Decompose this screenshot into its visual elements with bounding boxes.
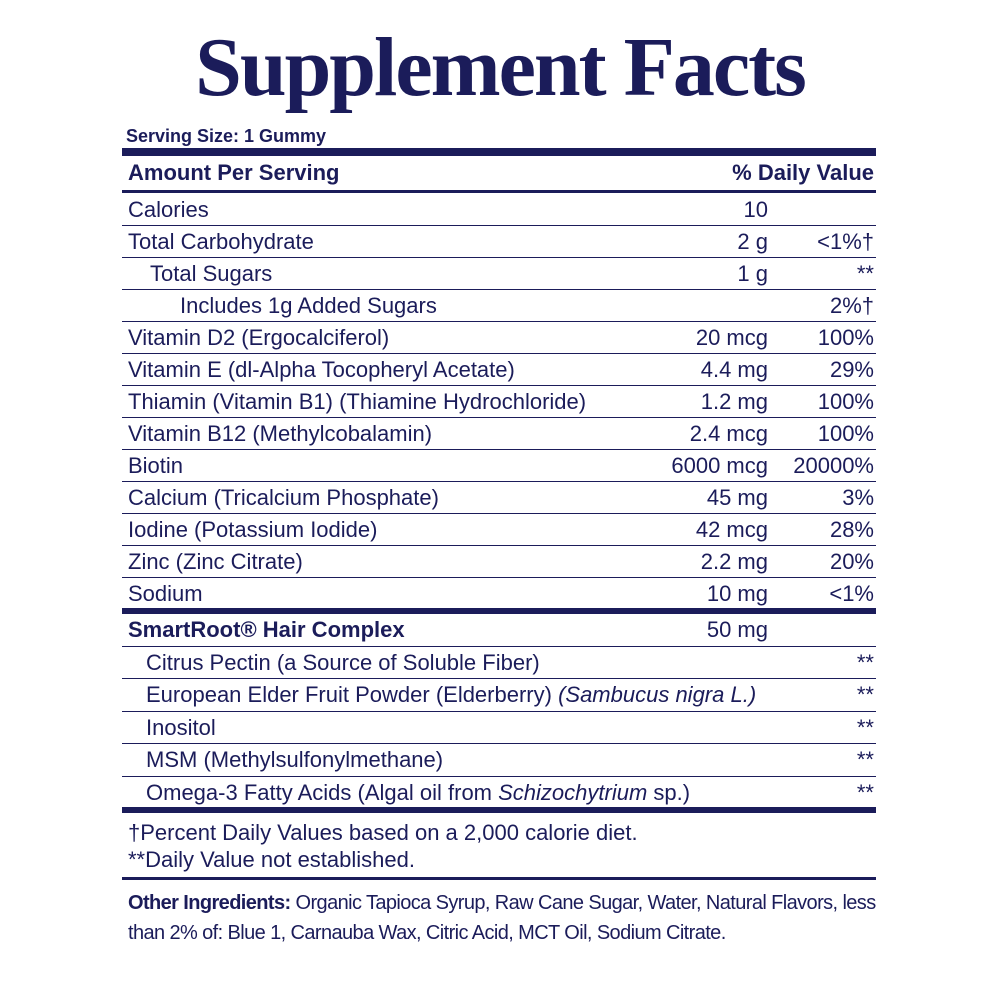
name-part: sp.) <box>647 779 691 805</box>
name-part: Omega-3 Fatty Acids (Algal oil from <box>146 779 499 805</box>
amount: 10 mg <box>706 581 768 606</box>
daily-value: 3% <box>842 485 874 510</box>
amount: 1 g <box>737 261 768 286</box>
amount <box>638 290 768 321</box>
rule <box>122 148 876 156</box>
rule <box>122 608 876 614</box>
complex-item: European Elder Fruit Powder (Elderberry)… <box>122 679 876 712</box>
serving-size: Serving Size: 1 Gummy <box>126 126 327 146</box>
daily-value: ** <box>856 261 874 286</box>
name-part: (Sambucus nigra L.) <box>558 682 757 707</box>
nutrient-row: Total Carbohydrate 2 g <1%† <box>122 226 876 258</box>
rule <box>122 877 876 880</box>
nutrient-row: Calcium (Tricalcium Phosphate) 45 mg 3% <box>122 482 876 514</box>
nutrient-row: Includes 1g Added Sugars 2%† <box>122 290 876 322</box>
nutrient-name: Thiamin (Vitamin B1) (Thiamine Hydrochlo… <box>128 389 587 414</box>
nutrient-name: Iodine (Potassium Iodide) <box>128 517 378 542</box>
nutrient-name: Calcium (Tricalcium Phosphate) <box>128 485 439 510</box>
other-text: Organic Tapioca Syrup, Raw Cane Sugar, W… <box>128 892 876 944</box>
nutrient-row: Zinc (Zinc Citrate) 2.2 mg 20% <box>122 546 876 578</box>
daily-value <box>768 614 876 646</box>
rule <box>122 190 876 193</box>
daily-value: 100% <box>817 325 874 350</box>
nutrient-name: Vitamin E (dl-Alpha Tocopheryl Acetate) <box>128 357 515 382</box>
name-part: Citrus Pectin (a Source of Soluble Fiber… <box>146 649 540 675</box>
nutrient-name: Vitamin D2 (Ergocalciferol) <box>128 325 390 350</box>
daily-value: <1% <box>829 581 874 606</box>
name-part: MSM (Methylsulfonylmethane) <box>146 747 444 772</box>
nutrient-row: Vitamin E (dl-Alpha Tocopheryl Acetate) 4… <box>122 354 876 386</box>
daily-value: 2%† <box>829 293 874 318</box>
daily-value <box>768 194 876 225</box>
complex-item: Inositol ** <box>122 712 876 744</box>
footnote: **Daily Value not established. <box>128 847 415 872</box>
nutrient-row: Calories 10 <box>122 194 876 226</box>
amount: 2.4 mcg <box>689 421 768 446</box>
header-label: % Daily Value <box>732 160 874 185</box>
complex-item: Citrus Pectin (a Source of Soluble Fiber… <box>122 647 876 679</box>
daily-value: ** <box>856 747 874 772</box>
amount: 6000 mcg <box>671 453 768 478</box>
nutrient-row: Sodium 10 mg <1% <box>122 578 876 610</box>
name-part: Schizochytrium <box>498 779 648 805</box>
daily-value: ** <box>856 714 874 740</box>
amount: 2 g <box>737 229 768 254</box>
amount: 20 mcg <box>695 325 768 350</box>
daily-value: <1%† <box>817 229 874 254</box>
daily-value: 20000% <box>793 453 874 478</box>
facts-panel: Serving Size: 1 Gummy Amount Per Serving… <box>122 124 876 948</box>
nutrient-row: Vitamin B12 (Methylcobalamin) 2.4 mcg 100% <box>122 418 876 450</box>
daily-value: ** <box>856 779 874 805</box>
daily-value: 100% <box>817 389 874 414</box>
nutrient-name: Includes 1g Added Sugars <box>180 293 437 318</box>
item-name: MSM (Methylsulfonylmethane) <box>146 744 768 776</box>
amount: 45 mg <box>706 485 768 510</box>
item-name: European Elder Fruit Powder (Elderberry)… <box>146 679 768 711</box>
amount: 50 mg <box>706 617 768 642</box>
nutrient-row: Total Sugars 1 g ** <box>122 258 876 290</box>
header-label: Amount Per Serving <box>128 160 340 185</box>
amount: 2.2 mg <box>700 549 768 574</box>
other-ingredients: Other Ingredients: Organic Tapioca Syrup… <box>122 880 878 948</box>
nutrient-name: Sodium <box>128 581 203 606</box>
complex-item: Omega-3 Fatty Acids (Algal oil from Schi… <box>122 777 876 809</box>
nutrient-name: Vitamin B12 (Methylcobalamin) <box>128 421 433 446</box>
nutrient-rows: Calories 10 Total Carbohydrate 2 g <1%† Total… <box>122 194 876 610</box>
title: Supplement Facts <box>195 21 807 114</box>
nutrient-row: Vitamin D2 (Ergocalciferol) 20 mcg 100% <box>122 322 876 354</box>
item-name: Omega-3 Fatty Acids (Algal oil from Schi… <box>146 777 768 809</box>
name-part: Inositol <box>146 714 216 740</box>
complex-name: SmartRoot® Hair Complex <box>128 617 405 642</box>
nutrient-row: Biotin 6000 mcg 20000% <box>122 450 876 482</box>
amount: 10 <box>743 197 768 222</box>
complex-item: MSM (Methylsulfonylmethane) ** <box>122 744 876 777</box>
amount: 4.4 mg <box>700 357 768 382</box>
daily-value: 29% <box>829 357 874 382</box>
daily-value: 20% <box>829 549 874 574</box>
nutrient-name: Biotin <box>128 453 184 478</box>
daily-value: ** <box>856 649 874 675</box>
item-name: Inositol <box>146 712 768 744</box>
footnote: †Percent Daily Values based on a 2,000 c… <box>128 820 638 845</box>
table-header: Amount Per Serving % Daily Value <box>122 156 876 190</box>
footnotes: †Percent Daily Values based on a 2,000 c… <box>122 813 876 877</box>
other-label: Other Ingredients: <box>128 892 291 914</box>
nutrient-name: Total Sugars <box>150 261 273 286</box>
complex-rows: SmartRoot® Hair Complex 50 mg Citrus Pecti… <box>122 614 876 809</box>
item-name: Citrus Pectin (a Source of Soluble Fiber… <box>146 647 768 679</box>
complex-row: SmartRoot® Hair Complex 50 mg <box>122 614 876 647</box>
nutrient-name: Zinc (Zinc Citrate) <box>128 549 303 574</box>
nutrient-row: Thiamin (Vitamin B1) (Thiamine Hydrochlo… <box>122 386 876 418</box>
nutrient-name: Calories <box>128 197 209 222</box>
amount: 1.2 mg <box>700 389 768 414</box>
daily-value: 100% <box>817 421 874 446</box>
daily-value: ** <box>856 682 874 707</box>
name-part: European Elder Fruit Powder (Elderberry) <box>146 682 559 707</box>
nutrient-row: Iodine (Potassium Iodide) 42 mcg 28% <box>122 514 876 546</box>
nutrient-name: Total Carbohydrate <box>128 229 314 254</box>
daily-value: 28% <box>829 517 874 542</box>
amount: 42 mcg <box>695 517 768 542</box>
rule <box>122 807 876 813</box>
